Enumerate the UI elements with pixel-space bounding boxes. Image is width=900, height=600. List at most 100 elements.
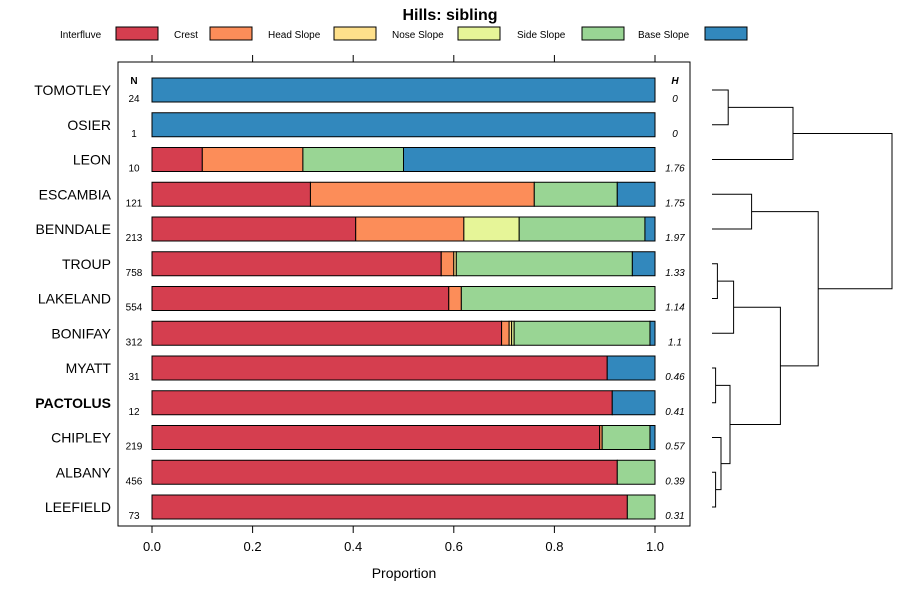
bar-segment-myatt-base-slope (606, 355, 656, 381)
bar-segment-bonifay-interfluve (151, 320, 503, 346)
legend-label-interfluve: Interfluve (60, 30, 102, 41)
h-value: 0 (672, 94, 678, 105)
legend-swatch-nose-slope (457, 26, 501, 41)
n-count: 121 (126, 198, 143, 209)
h-value: 0 (672, 129, 678, 140)
n-count: 12 (128, 407, 140, 418)
row-label-osier: OSIER (67, 117, 111, 133)
row-label-albany: ALBANY (56, 464, 112, 480)
legend-label-crest: Crest (174, 30, 198, 41)
row-label-troup: TROUP (62, 256, 111, 272)
legend-swatch-interfluve (115, 26, 159, 41)
x-tick-label: 0.2 (244, 539, 262, 554)
bar-segment-albany-side-slope (616, 459, 656, 485)
n-count: 213 (126, 233, 143, 244)
h-value: 1.75 (665, 198, 685, 209)
h-value: 1.1 (668, 337, 682, 348)
bar-segment-troup-interfluve (151, 251, 442, 277)
dendrogram-link-i (715, 384, 731, 465)
dendrogram-link-f (712, 367, 717, 404)
x-axis-label: Proportion (372, 565, 437, 581)
bar-segment-chipley-side-slope (601, 425, 651, 450)
bar-segment-bonifay-side-slope (513, 320, 651, 346)
row-label-myatt: MYATT (66, 360, 112, 376)
h-value: 1.14 (665, 303, 685, 314)
bar-segment-bonifay-crest (501, 320, 510, 346)
n-count: 554 (126, 303, 143, 314)
legend-label-head-slope: Head Slope (268, 30, 321, 41)
n-column-header: N (130, 76, 137, 87)
x-tick-label: 1.0 (646, 539, 664, 554)
x-tick-label: 0.4 (344, 539, 362, 554)
chart-title: Hills: sibling (402, 7, 497, 24)
bar-segment-escambia-crest (309, 181, 535, 207)
h-value: 0.39 (665, 476, 685, 487)
n-count: 73 (128, 511, 140, 522)
legend-label-side-slope: Side Slope (517, 30, 566, 41)
bar-segment-troup-crest (440, 251, 455, 277)
bar-segment-leefield-interfluve (151, 494, 628, 520)
row-label-pactolus: PACTOLUS (35, 395, 111, 411)
legend: Interfluve Crest Head Slope Nose Slope Side … (60, 26, 748, 41)
row-label-tomotley: TOMOTLEY (34, 82, 111, 98)
bar-segment-benndale-crest (355, 216, 465, 242)
h-value: 0.57 (665, 442, 685, 453)
n-count: 24 (128, 94, 140, 105)
bar-segment-leefield-side-slope (626, 494, 656, 520)
row-label-leon: LEON (73, 152, 111, 168)
n-count: 1 (131, 129, 137, 140)
bar-segment-lakeland-crest (448, 286, 462, 311)
dendrogram-link-e (712, 280, 735, 334)
bar-segment-escambia-side-slope (533, 181, 618, 207)
bar-segment-escambia-base-slope (616, 181, 656, 207)
dendrogram-link-b (712, 106, 794, 160)
legend-swatch-head-slope (333, 26, 377, 41)
row-label-bonifay: BONIFAY (51, 325, 111, 341)
bar-segment-pactolus-base-slope (611, 390, 656, 416)
dendrogram-link-g (712, 471, 717, 508)
dendrogram (712, 89, 893, 508)
n-count: 312 (126, 337, 143, 348)
bar-segment-leon-crest (201, 147, 304, 172)
bar-segment-pactolus-interfluve (151, 390, 613, 416)
x-tick-label: 0.6 (445, 539, 463, 554)
dendrogram-link-d (712, 263, 718, 299)
bar-segment-leon-side-slope (302, 147, 404, 172)
bar-segment-leon-interfluve (151, 147, 203, 172)
bar-segment-tomotley-base-slope (151, 77, 656, 103)
x-axis: 0.0 0.2 0.4 0.6 0.8 1.0 (143, 55, 664, 554)
dendrogram-link-h (712, 437, 722, 491)
n-count: 31 (128, 372, 140, 383)
h-value: 0.31 (665, 511, 684, 522)
dendrogram-link-a (712, 89, 729, 126)
n-count: 456 (126, 476, 143, 487)
bar-segment-osier-base-slope (151, 112, 656, 138)
bar-segment-albany-interfluve (151, 459, 618, 485)
dendrogram-link-l (793, 132, 893, 290)
x-tick-label: 0.0 (143, 539, 161, 554)
row-label-lakeland: LAKELAND (38, 291, 111, 307)
legend-swatch-base-slope (704, 26, 748, 41)
h-value: 0.46 (665, 372, 685, 383)
legend-label-base-slope: Base Slope (638, 30, 690, 41)
h-value: 0.41 (665, 407, 684, 418)
h-value: 1.97 (665, 233, 685, 244)
legend-label-nose-slope: Nose Slope (392, 30, 444, 41)
bar-segment-chipley-base-slope (649, 425, 656, 450)
bar-segment-benndale-side-slope (518, 216, 646, 242)
row-label-escambia: ESCAMBIA (39, 186, 112, 202)
row-label-chipley: CHIPLEY (51, 430, 112, 446)
bar-segment-chipley-interfluve (151, 425, 601, 450)
row-label-benndale: BENNDALE (36, 221, 111, 237)
plot-frame (117, 61, 691, 527)
bar-segment-troup-base-slope (631, 251, 656, 277)
bar-segment-myatt-interfluve (151, 355, 608, 381)
row-label-leefield: LEEFIELD (45, 499, 111, 515)
bar-segment-benndale-nose-slope (463, 216, 520, 242)
dendrogram-link-c (712, 193, 753, 230)
bar-segment-lakeland-side-slope (460, 286, 656, 311)
legend-swatch-crest (209, 26, 253, 41)
bar-segment-benndale-base-slope (644, 216, 656, 242)
